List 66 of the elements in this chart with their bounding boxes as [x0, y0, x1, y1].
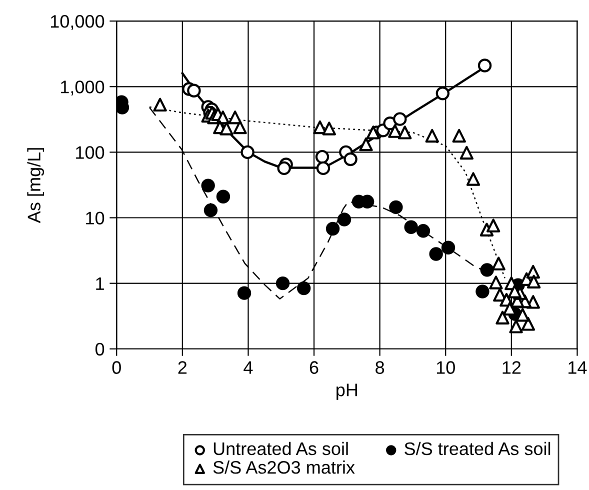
point [388, 124, 402, 138]
point [316, 161, 330, 176]
y-tick-label: 10 [86, 212, 104, 224]
x-tick-label: 6 [310, 361, 318, 374]
point [452, 128, 466, 143]
point [496, 310, 510, 324]
y-tick-label: 10,000 [50, 15, 104, 30]
point [521, 317, 536, 331]
y-tick-label: 0 [95, 342, 104, 356]
point [296, 281, 311, 296]
point [237, 286, 252, 300]
point [389, 200, 403, 214]
point [476, 284, 490, 298]
point [441, 240, 456, 254]
x-tick-label: 0 [112, 361, 121, 374]
point [315, 150, 330, 164]
point [277, 161, 291, 176]
point [153, 98, 167, 112]
point [460, 146, 474, 160]
point [526, 274, 541, 289]
point [344, 152, 358, 166]
x-tick-label: 8 [376, 361, 384, 374]
point [436, 86, 450, 100]
y-tick-label: 100 [76, 146, 104, 159]
point [478, 58, 492, 72]
point [425, 128, 439, 143]
point [492, 256, 506, 270]
point [220, 122, 234, 136]
point [429, 247, 443, 261]
point [466, 172, 480, 186]
point [486, 218, 500, 232]
x-tick-label: 12 [502, 361, 521, 374]
point [216, 190, 230, 204]
y-tick-label: 1,000 [61, 80, 104, 96]
point [326, 222, 340, 236]
point [228, 110, 242, 124]
point [526, 264, 540, 279]
point [276, 276, 290, 290]
point [233, 120, 247, 134]
x-tick-label: 14 [568, 361, 587, 374]
point [187, 84, 201, 98]
point [480, 263, 494, 277]
point [337, 212, 352, 226]
point [366, 126, 380, 140]
legend-label: S/S treated As soil [404, 442, 550, 456]
point [489, 276, 503, 290]
point [204, 203, 218, 218]
x-axis-title: pH [336, 384, 357, 400]
point [359, 137, 373, 152]
point [201, 178, 215, 192]
point [508, 284, 522, 298]
point [313, 120, 327, 134]
point [240, 145, 254, 160]
point [416, 224, 430, 238]
point [509, 320, 523, 334]
x-tick-label: 2 [178, 361, 187, 374]
point [404, 220, 418, 234]
point [398, 126, 412, 140]
y-tick-label: 1 [96, 277, 104, 290]
legend-label: S/S As2O3 matrix [213, 460, 355, 474]
x-tick-label: 10 [436, 361, 455, 374]
point [393, 112, 407, 126]
x-tick-label: 4 [244, 361, 253, 374]
legend-label: Untreated As soil [214, 442, 348, 456]
point [322, 122, 336, 136]
y-axis-title: As [mg/L] [27, 148, 44, 224]
